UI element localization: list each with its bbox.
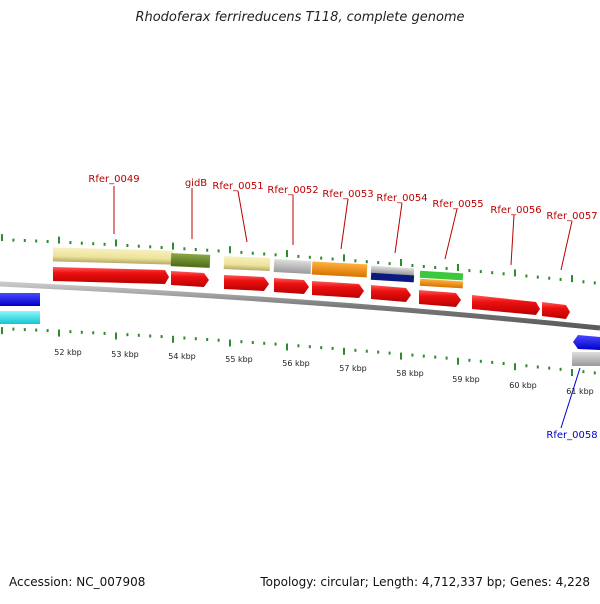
scale-label: 54 kbp <box>168 352 196 361</box>
gene-arrow-rfer-0051[interactable] <box>224 275 269 291</box>
feature-orange-rfer-0055[interactable] <box>419 278 464 289</box>
feature-green-rfer-0055[interactable] <box>419 270 464 281</box>
feature-khaki-rfer-0051[interactable] <box>223 256 271 271</box>
gene-arrow-rfer-0054[interactable] <box>371 285 411 302</box>
gene-label[interactable]: gidB <box>185 178 207 189</box>
scale-label: 59 kbp <box>452 375 480 384</box>
gene-track-forward <box>53 267 570 319</box>
scale-label: 52 kbp <box>54 348 82 357</box>
gene-label[interactable]: Rfer_0052 <box>267 185 318 196</box>
feature-grey-rfer-0052[interactable] <box>273 259 312 274</box>
map-title: Rhodoferax ferrireducens T118, complete … <box>135 10 465 25</box>
scale-label: 53 kbp <box>111 350 139 359</box>
feature-grey-rfer-0058[interactable] <box>572 352 600 366</box>
gene-arrow-rfer-0057[interactable] <box>542 302 570 319</box>
gene-labels: Rfer_0049 gidB Rfer_0051 Rfer_0052 Rfer_… <box>88 174 597 441</box>
scale-label: 58 kbp <box>396 369 424 378</box>
gene-label[interactable]: Rfer_0049 <box>88 174 139 185</box>
feature-khaki-rfer-0049[interactable] <box>52 247 174 265</box>
feature-olive-gidb[interactable] <box>170 253 211 268</box>
gene-label[interactable]: Rfer_0056 <box>490 205 541 216</box>
gene-left-blue[interactable] <box>0 293 40 306</box>
gene-arrow-rfer-0053[interactable] <box>312 281 364 298</box>
feature-track-upper <box>52 247 464 289</box>
label-leaders <box>113 186 581 429</box>
gene-label[interactable]: Rfer_0054 <box>376 193 427 204</box>
scale-label: 57 kbp <box>339 364 367 373</box>
gene-arrow-gidb[interactable] <box>171 271 209 287</box>
gene-arrow-rfer-0058[interactable] <box>573 335 600 350</box>
gene-left-cyan[interactable] <box>0 311 40 324</box>
gene-arrow-rfer-0049[interactable] <box>53 267 169 284</box>
gene-label[interactable]: Rfer_0053 <box>322 189 373 200</box>
gene-label[interactable]: Rfer_0058 <box>546 430 597 441</box>
outer-tick-track <box>1 234 596 285</box>
gene-arrow-rfer-0052[interactable] <box>274 278 309 294</box>
gene-arrow-rfer-0056[interactable] <box>472 295 540 315</box>
genome-backbone <box>0 281 600 331</box>
gene-track-reverse <box>0 293 600 366</box>
gene-label[interactable]: Rfer_0055 <box>432 199 483 210</box>
feature-orange-rfer-0053[interactable] <box>311 261 368 278</box>
feature-grey-rfer-0054[interactable] <box>370 265 415 276</box>
gene-label[interactable]: Rfer_0057 <box>546 211 597 222</box>
gene-label[interactable]: Rfer_0051 <box>212 181 263 192</box>
accession-label: Accession: NC_007908 <box>9 575 146 589</box>
topology-label: Topology: circular; Length: 4,712,337 bp… <box>260 575 590 589</box>
inner-tick-track <box>1 327 596 376</box>
scale-labels: 52 kbp 53 kbp 54 kbp 55 kbp 56 kbp 57 kb… <box>54 348 594 396</box>
gene-arrow-rfer-0055[interactable] <box>419 290 461 307</box>
scale-label: 56 kbp <box>282 359 310 368</box>
scale-label: 55 kbp <box>225 355 253 364</box>
scale-label: 60 kbp <box>509 381 537 390</box>
scale-label: 61 kbp <box>566 387 594 396</box>
feature-navy-rfer-0054[interactable] <box>370 272 415 283</box>
